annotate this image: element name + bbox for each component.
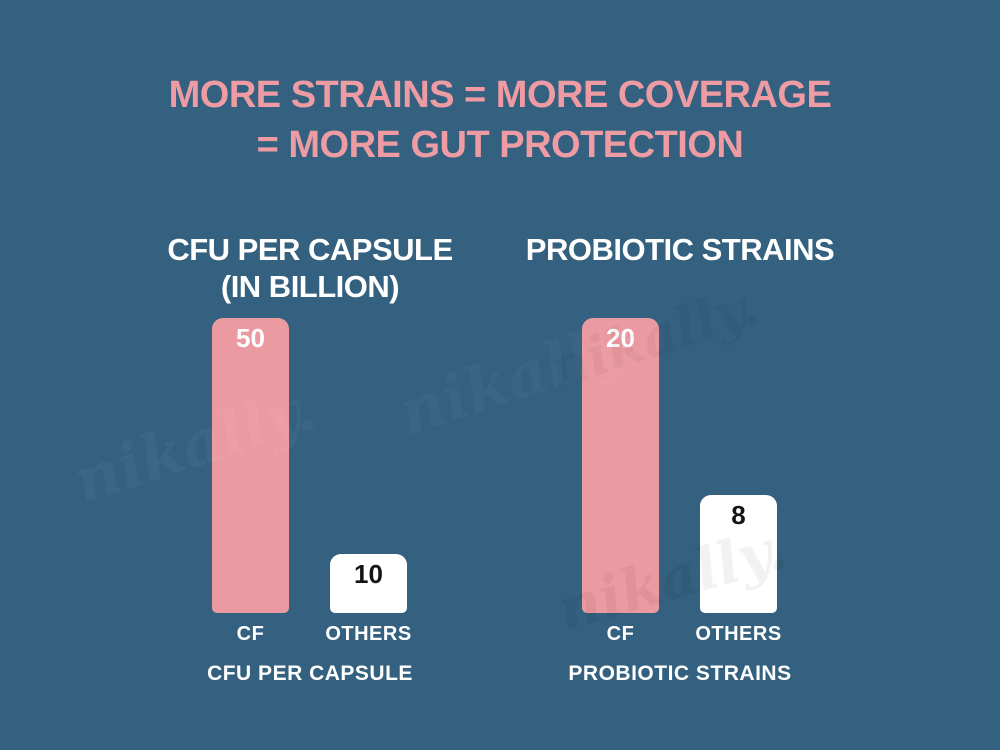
chart-probiotic-strains: PROBIOTIC STRAINS 20 CF 8 OTHERS PROBIOT… [520,0,840,750]
bar-others: 8 OTHERS [695,495,781,645]
chart-title-line: PROBIOTIC STRAINS [525,232,835,267]
chart-title-cfu: CFU PER CAPSULE (IN BILLION) [150,231,470,305]
bar-cf: 50 CF [212,318,289,645]
bar-category-label: CF [236,623,265,645]
bar-value-label: 50 [236,323,265,353]
chart-footer-cfu: CFU PER CAPSULE [207,662,413,685]
main-title-line2: = MORE GUT PROTECTION [256,124,744,166]
bar-others: 10 OTHERS [325,554,411,645]
chart-title-strains: PROBIOTIC STRAINS [520,231,840,268]
main-title: MORE STRAINS = MORE COVERAGE = MORE GUT … [0,70,1000,170]
chart-subtitle-line: (IN BILLION) [220,269,400,304]
bar-cf: 20 CF [582,318,659,645]
bar-category-label: OTHERS [695,623,782,645]
plot-area-cfu: 50 CF 10 OTHERS [212,318,411,645]
main-title-line1: MORE STRAINS = MORE COVERAGE [168,74,832,116]
plot-area-strains: 20 CF 8 OTHERS [582,318,781,645]
bar-category-label: CF [606,623,635,645]
bar-value-label: 8 [731,500,746,530]
bar-category-label: OTHERS [325,623,412,645]
chart-title-line: CFU PER CAPSULE [167,232,453,267]
chart-footer-strains: PROBIOTIC STRAINS [568,662,792,685]
chart-cfu-per-capsule: CFU PER CAPSULE (IN BILLION) 50 CF 10 OT… [150,0,470,750]
bar-value-label: 20 [606,323,635,353]
bar-value-label: 10 [354,559,383,589]
